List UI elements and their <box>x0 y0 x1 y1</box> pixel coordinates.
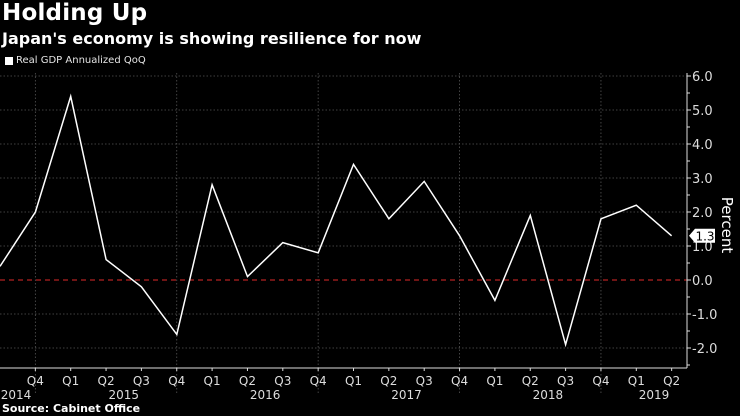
legend: Real GDP Annualized QoQ <box>5 55 146 66</box>
x-year-label: 2016 <box>250 388 281 402</box>
y-tick-label: -1.0 <box>692 308 717 323</box>
last-value-label: 1.3 <box>689 228 715 243</box>
x-quarter-label: Q1 <box>486 374 503 388</box>
x-year-label: 2015 <box>108 388 139 402</box>
y-axis-label: Percent <box>718 197 736 254</box>
x-quarter-label: Q2 <box>522 374 539 388</box>
y-tick-label: 3.0 <box>692 172 713 187</box>
axes <box>0 73 691 371</box>
legend-swatch <box>5 56 13 65</box>
y-tick-label: 2.0 <box>692 206 713 221</box>
x-quarter-label: Q1 <box>628 374 645 388</box>
x-quarter-label: Q3 <box>274 374 291 388</box>
last-value-text: 1.3 <box>695 229 714 243</box>
chart-subtitle: Japan's economy is showing resilience fo… <box>2 29 422 48</box>
series <box>0 93 673 348</box>
x-year-label: 2019 <box>639 388 670 402</box>
x-quarter-label: Q4 <box>451 374 468 388</box>
x-quarter-label: Q1 <box>62 374 79 388</box>
chart-title: Holding Up <box>2 0 148 26</box>
x-quarter-label: Q4 <box>310 374 327 388</box>
source-note: Source: Cabinet Office <box>2 402 141 415</box>
legend-label: Real GDP Annualized QoQ <box>16 55 146 66</box>
y-tick-label: 6.0 <box>692 70 713 85</box>
y-tick-labels: 6.0 5.0 4.0 3.0 2.0 1.0 0.0 -1.0 -2.0 <box>692 70 717 357</box>
x-quarter-label: Q4 <box>592 374 609 388</box>
y-tick-label: 1.0 <box>692 240 713 255</box>
x-quarter-label: Q2 <box>663 374 680 388</box>
y-tick-label: 5.0 <box>692 104 713 119</box>
y-tick-label: -2.0 <box>692 342 717 357</box>
x-year-label: 2014 <box>1 388 32 402</box>
x-quarter-label: Q2 <box>380 374 397 388</box>
y-tick-label: 0.0 <box>692 274 713 289</box>
x-quarter-label: Q2 <box>239 374 256 388</box>
x-quarter-label: Q1 <box>204 374 221 388</box>
x-quarter-label: Q3 <box>416 374 433 388</box>
x-quarter-label: Q2 <box>98 374 115 388</box>
y-tick-label: 4.0 <box>692 138 713 153</box>
x-tick-labels: Q4 Q1 Q2 Q3 Q4 Q1 Q2 Q3 Q4 Q1 Q2 Q3 Q4 Q1 Q2 Q3 Q4 Q1 Q220… <box>1 374 680 402</box>
x-quarter-label: Q4 <box>168 374 185 388</box>
x-year-label: 2018 <box>533 388 564 402</box>
series-line <box>0 93 673 348</box>
x-quarter-label: Q4 <box>27 374 44 388</box>
x-quarter-label: Q1 <box>345 374 362 388</box>
x-quarter-label: Q3 <box>557 374 574 388</box>
x-quarter-label: Q3 <box>133 374 150 388</box>
grid <box>0 73 687 395</box>
x-year-label: 2017 <box>391 388 422 402</box>
last-value-box <box>689 228 715 243</box>
